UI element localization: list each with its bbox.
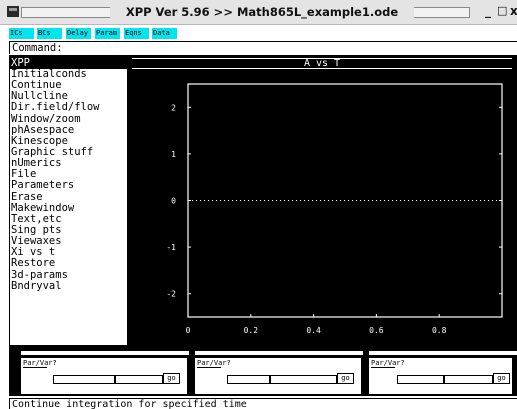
y-tick-label: -2 xyxy=(166,290,176,299)
window-title: XPP Ver 5.96 >> Math865L_example1.ode xyxy=(125,5,399,19)
graph-title-bar: A vs T xyxy=(132,58,512,69)
bcs-button[interactable]: BCs xyxy=(37,28,62,39)
app-menu-icon[interactable] xyxy=(7,6,19,17)
y-tick-label: -1 xyxy=(166,243,176,252)
go-button[interactable]: go xyxy=(337,373,354,384)
slider-value-box[interactable] xyxy=(194,350,364,356)
slider-label[interactable]: Par/Var? xyxy=(371,359,405,367)
menu-item-dirfield[interactable]: Dir.field/flow xyxy=(11,101,100,114)
slider-label-underline xyxy=(23,367,47,368)
data-button[interactable]: Data xyxy=(152,28,177,39)
slider-track[interactable] xyxy=(227,375,337,384)
menu-item-numerics[interactable]: nUmerics xyxy=(11,157,62,170)
menu-item-window-zoom[interactable]: Window/zoom xyxy=(11,112,81,125)
x-tick-label: 0.4 xyxy=(306,326,321,335)
ics-button[interactable]: ICs xyxy=(9,28,34,39)
menu-item-3d-params[interactable]: 3d-params xyxy=(11,268,68,281)
title-bar: XPP Ver 5.96 >> Math865L_example1.ode _ … xyxy=(0,0,517,25)
slider-knob[interactable] xyxy=(443,375,445,384)
menu-item-restore[interactable]: Restore xyxy=(11,257,56,270)
menu-item-xi-vs-t[interactable]: Xi vs t xyxy=(11,246,56,259)
minimize-icon[interactable]: _ xyxy=(485,4,491,18)
parameter-slider: Par/Var? go xyxy=(368,357,513,395)
x-tick-label: 0 xyxy=(186,326,191,335)
title-decoration xyxy=(21,7,110,18)
slider-value-box[interactable] xyxy=(368,350,517,356)
slider-knob[interactable] xyxy=(114,375,116,384)
slider-value-box[interactable] xyxy=(20,350,190,356)
command-line[interactable]: Command: xyxy=(9,41,517,54)
menu-item-bndryval[interactable]: Bndryval xyxy=(11,279,62,292)
menu-title: XPP xyxy=(10,57,127,69)
menu-item-kinescope[interactable]: Kinescope xyxy=(11,134,68,147)
graph-title: A vs T xyxy=(303,58,341,69)
title-decoration xyxy=(414,7,470,18)
plot-canvas[interactable]: 2 1 0 -1 -2 0 0.2 0.4 0.6 0.8 xyxy=(132,72,512,344)
slider-knob[interactable] xyxy=(269,375,271,384)
go-button[interactable]: go xyxy=(163,373,180,384)
status-bar: Continue integration for specified time xyxy=(9,398,517,409)
slider-label-underline xyxy=(371,367,395,368)
menu-item-makewindow[interactable]: Makewindow xyxy=(11,201,75,214)
slider-label[interactable]: Par/Var? xyxy=(23,359,57,367)
menu-item-nullcline[interactable]: Nullcline xyxy=(11,90,68,103)
maximize-icon[interactable]: □ xyxy=(497,4,508,17)
menu-item-sing-pts[interactable]: Sing pts xyxy=(11,223,62,236)
param-button[interactable]: Param xyxy=(95,28,120,39)
x-tick-label: 0.8 xyxy=(432,326,447,335)
parameter-slider: Par/Var? go xyxy=(20,357,188,395)
close-icon[interactable]: x xyxy=(510,4,517,18)
go-button[interactable]: go xyxy=(493,373,510,384)
y-tick-label: 1 xyxy=(171,150,176,159)
slider-label[interactable]: Par/Var? xyxy=(197,359,231,367)
main-menu: XPP Initialconds Continue Nullcline Dir.… xyxy=(9,56,128,346)
button-row: ICs BCs Delay Param Eqns Data xyxy=(0,28,517,40)
y-tick-label: 2 xyxy=(171,103,176,112)
menu-item-erase[interactable]: Erase xyxy=(11,190,43,203)
menu-item-text-etc[interactable]: Text,etc xyxy=(11,212,62,225)
x-tick-label: 0.6 xyxy=(369,326,384,335)
slider-track[interactable] xyxy=(397,375,493,384)
delay-button[interactable]: Delay xyxy=(66,28,91,39)
x-tick-label: 0.2 xyxy=(244,326,259,335)
y-tick-label: 0 xyxy=(171,197,176,206)
slider-track[interactable] xyxy=(53,375,163,384)
menu-item-phasespace[interactable]: phAsespace xyxy=(11,123,75,136)
eqns-button[interactable]: Eqns xyxy=(124,28,149,39)
menu-item-parameters[interactable]: Parameters xyxy=(11,179,75,192)
menu-item-graphic-stuff[interactable]: Graphic stuff xyxy=(11,145,94,158)
slider-label-underline xyxy=(197,367,221,368)
parameter-slider: Par/Var? go xyxy=(194,357,362,395)
menu-item-viewaxes[interactable]: Viewaxes xyxy=(11,235,62,248)
menu-item-initialconds[interactable]: Initialconds xyxy=(11,68,87,80)
menu-item-continue[interactable]: Continue xyxy=(11,79,62,92)
menu-item-file[interactable]: File xyxy=(11,168,37,181)
